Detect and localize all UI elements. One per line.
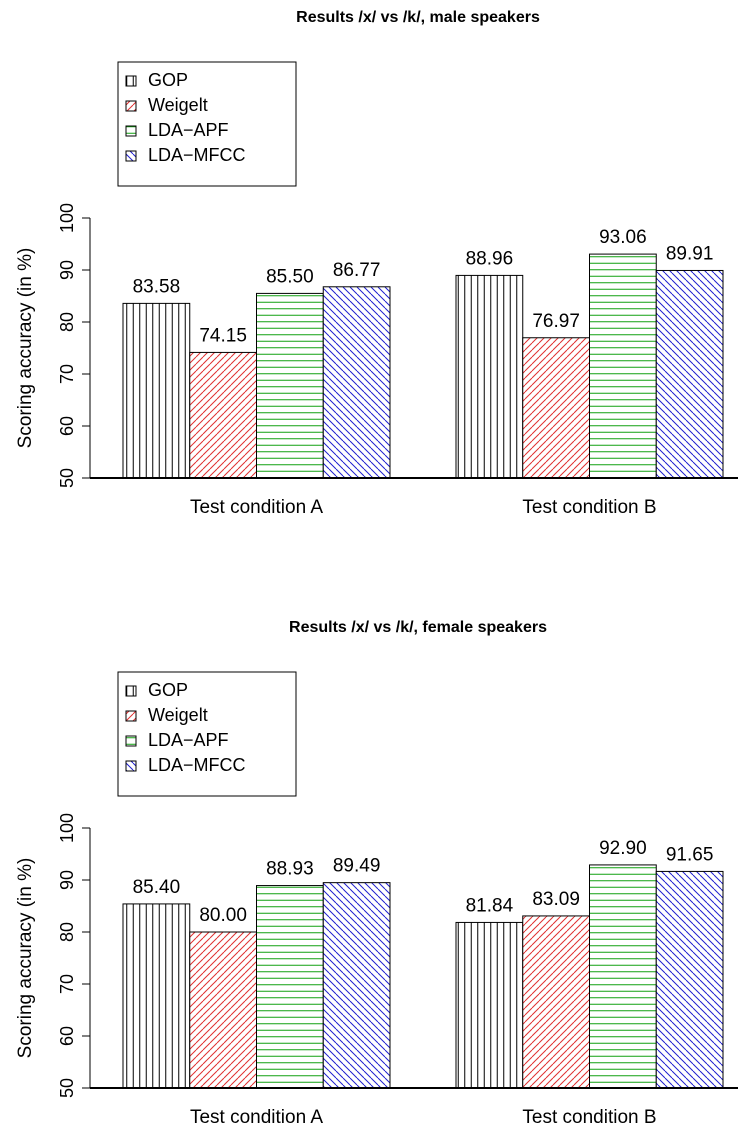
value-label: 74.15 (199, 325, 247, 346)
value-label: 76.97 (532, 311, 580, 332)
legend-box (117, 61, 297, 187)
value-label: 91.65 (666, 844, 714, 865)
y-tick-label: 70 (57, 974, 77, 994)
bar (322, 882, 391, 1089)
legend-label: LDA−APF (148, 730, 229, 750)
chart-title: Results /x/ vs /k/, female speakers (289, 619, 547, 636)
bar (122, 903, 191, 1089)
bar (322, 286, 391, 479)
bar (256, 885, 324, 1089)
legend-swatch (125, 685, 137, 697)
value-label: 81.84 (466, 895, 514, 916)
bar (122, 302, 191, 479)
y-tick-label: 80 (57, 922, 77, 942)
bar (655, 870, 724, 1089)
legend-label: Weigelt (148, 95, 208, 115)
bar (455, 921, 524, 1089)
y-tick-label: 100 (57, 813, 77, 843)
legend-swatch (125, 125, 137, 137)
legend-label: LDA−MFCC (148, 755, 246, 775)
x-tick-label: Test condition B (522, 497, 656, 518)
value-label: 93.06 (599, 227, 647, 248)
legend-swatch (125, 735, 137, 747)
bar (189, 931, 257, 1089)
y-tick-label: 60 (57, 1026, 77, 1046)
y-axis-label: Scoring accuracy (in %) (15, 858, 36, 1059)
y-tick-label: 80 (57, 312, 77, 332)
legend-swatch (125, 150, 137, 162)
y-tick-label: 90 (57, 260, 77, 280)
bar (522, 915, 590, 1089)
legend-swatch (125, 75, 137, 87)
value-label: 83.09 (532, 889, 580, 910)
bar (256, 292, 324, 479)
value-label: 89.91 (666, 243, 714, 264)
bar (522, 337, 590, 479)
legend-swatch (125, 760, 137, 772)
legend-label: LDA−APF (148, 120, 229, 140)
y-tick-label: 50 (57, 1078, 77, 1098)
bar (589, 253, 657, 479)
legend-label: GOP (148, 70, 188, 90)
value-label: 88.96 (466, 248, 514, 269)
x-tick-label: Test condition B (522, 1107, 656, 1128)
legend-label: GOP (148, 680, 188, 700)
chart-title: Results /x/ vs /k/, male speakers (296, 9, 540, 26)
value-label: 83.58 (133, 276, 181, 297)
y-tick-label: 60 (57, 416, 77, 436)
x-tick-label: Test condition A (190, 1107, 323, 1128)
y-tick-label: 70 (57, 364, 77, 384)
legend-label: LDA−MFCC (148, 145, 246, 165)
legend-box (117, 671, 297, 797)
legend-label: Weigelt (148, 705, 208, 725)
value-label: 85.50 (266, 266, 314, 287)
legend-swatch (125, 100, 137, 112)
legend-swatch (125, 710, 137, 722)
value-label: 86.77 (333, 260, 381, 281)
x-tick-label: Test condition A (190, 497, 323, 518)
y-axis-label: Scoring accuracy (in %) (15, 248, 36, 449)
value-label: 85.40 (133, 877, 181, 898)
bar (455, 274, 524, 479)
value-label: 92.90 (599, 838, 647, 859)
y-tick-label: 50 (57, 468, 77, 488)
bar (189, 351, 257, 479)
bar (589, 864, 657, 1089)
value-label: 80.00 (199, 905, 247, 926)
value-label: 88.93 (266, 859, 314, 880)
y-tick-label: 90 (57, 870, 77, 890)
bar (655, 269, 724, 479)
y-tick-label: 100 (57, 203, 77, 233)
value-label: 89.49 (333, 856, 381, 877)
